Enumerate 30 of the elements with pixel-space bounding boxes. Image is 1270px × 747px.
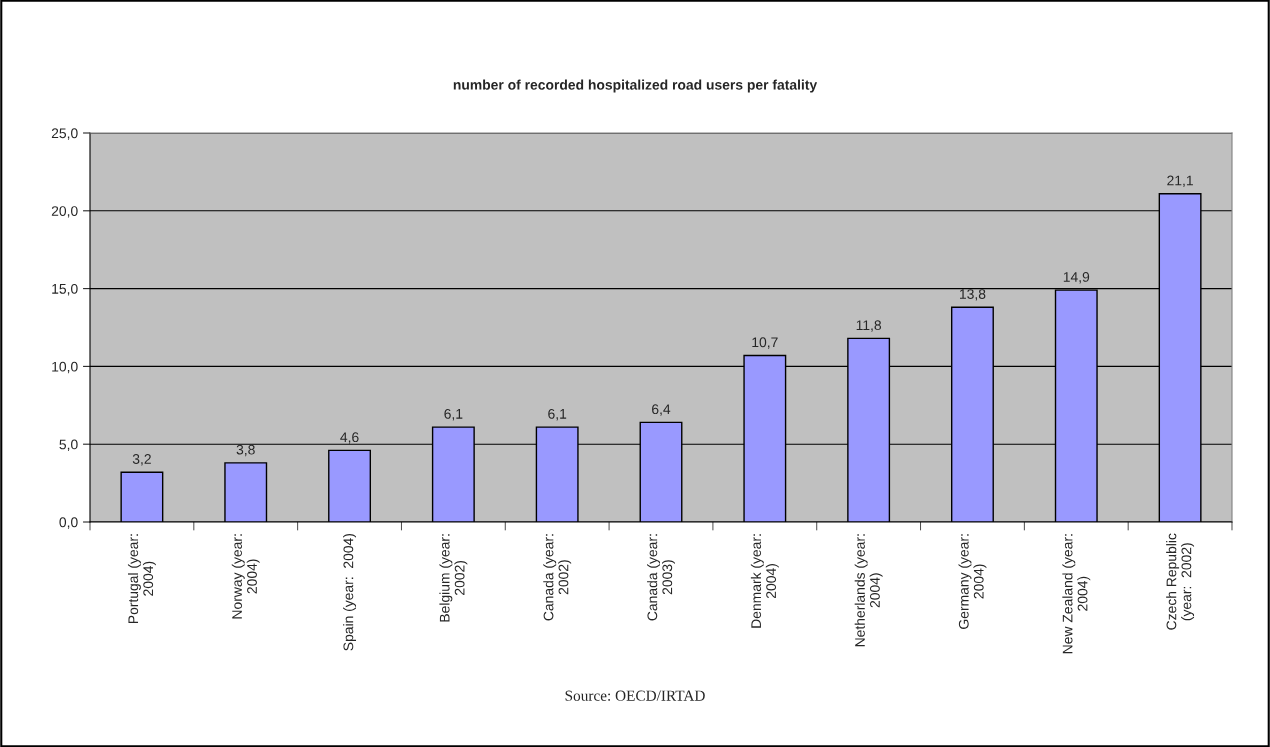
data-label: 13,8 bbox=[960, 289, 986, 301]
data-label: 11,8 bbox=[856, 320, 882, 332]
x-tick-label: Belgium (year: 2002) bbox=[439, 534, 468, 622]
data-label: 4,6 bbox=[340, 432, 359, 444]
data-label: 21,1 bbox=[1167, 175, 1193, 188]
data-label: 6,1 bbox=[548, 408, 567, 421]
data-label: 10,7 bbox=[752, 337, 778, 349]
data-label: 3,2 bbox=[132, 454, 151, 466]
data-label: 14,9 bbox=[1063, 272, 1090, 284]
y-tick-label: 25,0 bbox=[51, 128, 78, 140]
y-tick-label: 20,0 bbox=[51, 206, 78, 218]
y-tick-label: 15,0 bbox=[52, 283, 78, 296]
x-tick-label: Norway (year: 2004) bbox=[231, 534, 260, 619]
x-tick-label: Netherlands (year: 2004) bbox=[854, 534, 883, 647]
x-tick-label: Czech Republic (year: 2002) bbox=[1166, 533, 1195, 630]
x-tick-label: Canada (year: 2002) bbox=[543, 534, 572, 621]
y-tick-label: 0,0 bbox=[59, 517, 78, 529]
y-tick-label: 10,0 bbox=[52, 361, 78, 374]
x-tick-label: New Zealand (year: 2004) bbox=[1062, 534, 1091, 654]
x-tick-label: Canada (year: 2003) bbox=[647, 534, 675, 621]
source-note: Source: OECD/IRTAD bbox=[565, 690, 705, 701]
x-tick-label: Portugal (year: 2004) bbox=[127, 534, 156, 624]
x-tick-label: Spain (year: 2004) bbox=[343, 533, 357, 651]
data-label: 3,8 bbox=[236, 444, 255, 457]
y-tick-label: 5,0 bbox=[59, 439, 78, 452]
chart-title: number of recorded hospitalized road users per fatality bbox=[453, 79, 818, 93]
x-tick-label: Denmark (year: 2004) bbox=[750, 534, 779, 628]
data-label: 6,1 bbox=[444, 408, 463, 421]
x-tick-label: Germany (year: 2004) bbox=[958, 534, 987, 629]
data-label: 6,4 bbox=[652, 404, 671, 416]
